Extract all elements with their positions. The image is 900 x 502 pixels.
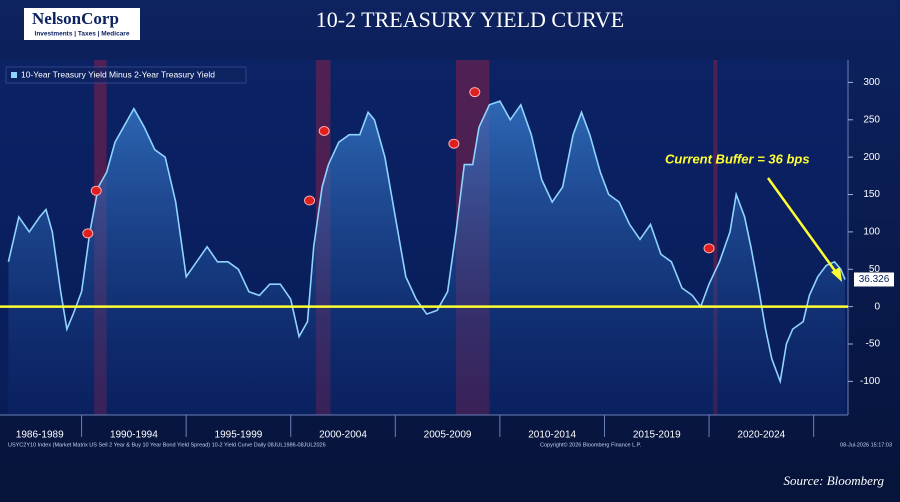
x-tick-label: 2015-2019: [633, 430, 681, 441]
y-tick-label: 250: [863, 114, 880, 125]
footer-text: 08-Jul-2026 15:17:03: [840, 442, 892, 448]
arrow-head: [831, 267, 842, 282]
footer-text: USYC2Y10 Index (Market Matrix US Sell 2 …: [8, 442, 326, 448]
chart-title: 10-2 TREASURY YIELD CURVE: [316, 7, 624, 32]
x-tick-label: 2000-2004: [319, 430, 367, 441]
legend-label: 10-Year Treasury Yield Minus 2-Year Trea…: [21, 69, 215, 79]
recession-band: [713, 60, 718, 415]
y-tick-label: -50: [866, 339, 881, 350]
legend-swatch: [11, 72, 17, 78]
y-tick-label: 300: [863, 77, 880, 88]
annotation-arrow: [766, 177, 840, 276]
event-marker: [318, 126, 330, 136]
y-tick-label: 50: [869, 264, 881, 275]
y-tick-label: 200: [863, 152, 880, 163]
event-marker: [448, 138, 460, 149]
line: [7, 100, 846, 385]
x-tick-label: 2020-2024: [737, 430, 785, 441]
x-tick-label: 1995-1999: [215, 430, 263, 441]
x-tick-label: 1986-1989: [16, 430, 64, 441]
logo-name: NelsonCorp: [32, 9, 119, 28]
event-marker: [82, 228, 94, 239]
y-tick-label: -100: [860, 376, 880, 387]
source: Source: Bloomberg: [784, 473, 885, 488]
x-tick-label: 2010-2014: [528, 430, 576, 441]
event-marker: [304, 195, 316, 206]
event-marker: [469, 87, 481, 98]
event-marker: [703, 243, 715, 254]
logo-tagline: Investments | Taxes | Medicare: [35, 31, 130, 38]
last-value-box: [854, 272, 894, 287]
logo: NelsonCorp Investments | Taxes | Medicar…: [24, 8, 140, 40]
y-tick-label: 100: [863, 227, 880, 238]
x-tick-label: 2005-2009: [424, 430, 472, 441]
event-marker: [90, 185, 102, 196]
annotation: Current Buffer = 36 bps: [665, 151, 810, 166]
footer-text: Copyright© 2026 Bloomberg Finance L.P.: [540, 441, 642, 448]
legend-box: [5, 66, 247, 84]
area: [8, 101, 846, 415]
y-tick-label: 0: [874, 301, 880, 312]
last-value-label: 36.326: [859, 274, 890, 285]
logo-box: [24, 8, 140, 40]
x-tick-label: 1990-1994: [110, 430, 158, 441]
y-tick-label: 150: [863, 189, 880, 200]
